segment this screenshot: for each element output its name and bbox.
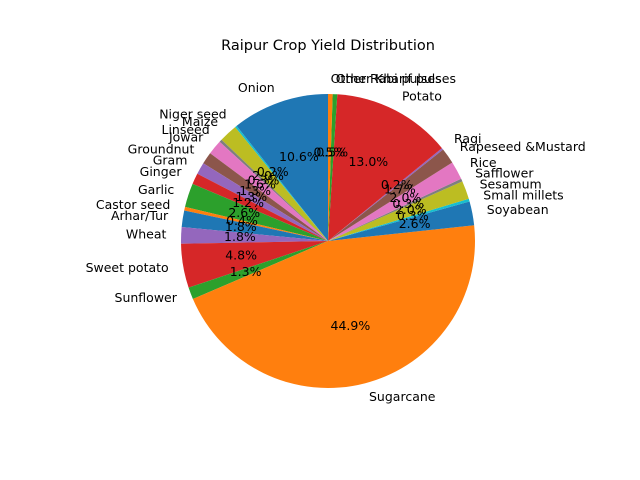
pie-slice-soyabean [328, 201, 475, 241]
slice-label-sugarcane: Sugarcane [369, 389, 436, 404]
slice-percent-gram: 1.3% [235, 189, 267, 204]
slice-label-ragi: Ragi [454, 131, 481, 146]
slice-percent-linseed: 0.3% [248, 172, 280, 187]
slice-percent-ragi: 0.2% [381, 177, 413, 192]
pie-slice-garlic [185, 183, 328, 241]
slice-percent-sweet-potato: 4.8% [225, 248, 257, 263]
slice-label-arhar-tur: Arhar/Tur [111, 208, 169, 223]
slice-percent-rapeseed-mustard: 1.7% [384, 181, 416, 196]
pie-slice-linseed [219, 139, 328, 241]
pie-slice-sesamum [328, 181, 469, 241]
pie-slice-groundnut [203, 153, 328, 241]
pie-slice-small-millets [328, 198, 470, 241]
slice-label-sunflower: Sunflower [115, 290, 178, 305]
pie-slice-safflower [328, 178, 463, 241]
slice-percent-sunflower: 1.3% [230, 264, 262, 279]
pie-slice-maize [221, 127, 328, 241]
slice-label-wheat: Wheat [126, 226, 167, 241]
pie-slice-gram [197, 163, 328, 241]
pie-slice-sugarcane [192, 225, 476, 389]
pie-slice-rice [328, 162, 462, 241]
slice-percent-other-rabi-pulses: 0.5% [314, 144, 346, 159]
pie-slice-wheat [181, 227, 328, 244]
pie-slice-ragi [328, 148, 444, 241]
slice-percent-niger-seed: 0.2% [257, 164, 289, 179]
pie-slice-potato [328, 94, 442, 241]
pie-slice-castor-seed [184, 206, 328, 241]
slice-label-rice: Rice [470, 155, 497, 170]
slice-label-soyabean: Soyabean [487, 202, 549, 217]
slice-percent-castor-seed: 0.4% [226, 213, 258, 228]
slice-percent-potato: 13.0% [348, 154, 388, 169]
pie-slice-sweet-potato [181, 241, 328, 288]
slice-label-small-millets: Small millets [483, 188, 563, 203]
slice-label-niger-seed: Niger seed [159, 107, 226, 122]
slice-label-gram: Gram [153, 153, 188, 168]
slice-percent-soyabean: 2.6% [399, 216, 431, 231]
slice-percent-other-kharif-pulses: 0.5% [316, 144, 348, 159]
pie-slice-ginger [192, 173, 328, 241]
slice-label-safflower: Safflower [475, 166, 534, 181]
slice-label-jowar: Jowar [168, 130, 204, 145]
slice-label-rapeseed-mustard: Rapeseed &Mustard [460, 139, 586, 154]
slice-label-potato: Potato [402, 89, 442, 104]
pie-slice-onion [236, 94, 328, 241]
slice-label-ginger: Ginger [140, 164, 183, 179]
slice-percent-onion: 10.6% [279, 149, 319, 164]
pie-slices [181, 93, 476, 389]
slice-percent-groundnut: 1.3% [239, 183, 271, 198]
slice-label-other-rabi-pulses: Other Rabi pulses [331, 71, 442, 86]
slice-percent-ginger: 1.2% [232, 195, 264, 210]
slice-percent-rice: 2.0% [390, 190, 422, 205]
pie-slice-niger-seed [235, 125, 328, 241]
slice-percent-maize: 2.0% [252, 168, 284, 183]
slice-label-groundnut: Groundnut [128, 141, 195, 156]
slice-label-garlic: Garlic [138, 182, 174, 197]
pie-slice-jowar [210, 141, 328, 241]
slice-percent-sugarcane: 44.9% [331, 318, 371, 333]
slice-label-castor-seed: Castor seed [96, 197, 170, 212]
slice-label-linseed: Linseed [162, 122, 210, 137]
slice-label-other-kharif-pulses: Other Kharif pulses [336, 71, 456, 86]
pie-slice-other-kharif-pulses [328, 94, 338, 241]
slice-percent-small-millets: 0.3% [397, 208, 429, 223]
pie-slice-other-rabi-pulses [328, 93, 333, 241]
slice-percent-sesamum: 2.0% [395, 202, 427, 217]
slice-percent-safflower: 0.3% [392, 196, 424, 211]
pie-slice-sunflower [188, 241, 328, 299]
slice-label-maize: Maize [182, 114, 218, 129]
slice-percent-arhar-tur: 1.8% [225, 219, 257, 234]
pie-slice-rapeseed-mustard [328, 149, 453, 241]
slice-percent-wheat: 1.8% [224, 229, 256, 244]
slice-label-sesamum: Sesamum [480, 176, 542, 191]
slice-label-onion: Onion [238, 80, 275, 95]
pie-labels: Onion 10.6% Niger seed 0.2% Maize 2.0% Linseed… [86, 71, 586, 404]
slice-percent-garlic: 2.6% [228, 205, 260, 220]
chart-title: Raipur Crop Yield Distribution [221, 38, 435, 54]
pie-slice-arhar-tur [181, 210, 328, 241]
slice-label-sweet-potato: Sweet potato [86, 260, 169, 275]
slice-percent-jowar: 1.6% [244, 176, 276, 191]
